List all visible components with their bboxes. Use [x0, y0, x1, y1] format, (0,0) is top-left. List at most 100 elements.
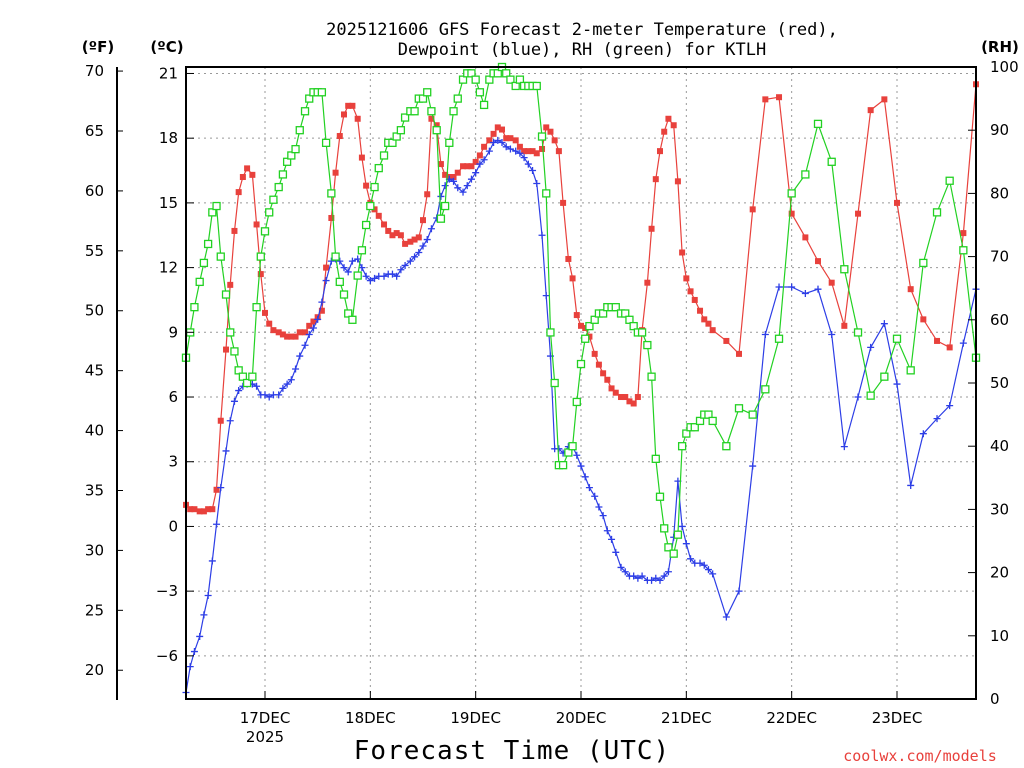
dewpoint-point — [292, 365, 300, 373]
dewpoint-point — [664, 568, 672, 576]
temperature-point — [841, 322, 848, 329]
rh-point — [357, 246, 367, 255]
rh-point — [621, 309, 630, 318]
dewpoint-point — [709, 570, 717, 578]
temperature-point — [665, 115, 672, 122]
celsius-tick-label: −6 — [156, 647, 178, 665]
rh-point — [199, 258, 209, 268]
temperature-point — [691, 296, 698, 303]
plot-frame — [185, 66, 977, 700]
rh-point — [590, 315, 599, 324]
dewpoint-point — [933, 415, 941, 423]
celsius-tick-label: 6 — [168, 388, 178, 406]
dewpoint-point — [208, 557, 216, 565]
dewpoint-point — [261, 391, 269, 399]
rh-point — [568, 442, 577, 451]
temperature-point — [701, 316, 708, 323]
rh-point — [479, 100, 489, 110]
rh-point — [572, 397, 581, 407]
rh-point — [269, 195, 278, 204]
dewpoint-point — [340, 264, 348, 272]
rh-point — [234, 366, 243, 375]
temperature-point — [415, 234, 422, 241]
rh-point — [256, 252, 265, 261]
temperature-point — [894, 199, 900, 206]
rh-point — [840, 265, 849, 274]
rh-point — [436, 214, 446, 223]
rh-point — [932, 208, 942, 217]
dewpoint-point — [265, 393, 273, 401]
dewpoint-point — [296, 352, 304, 360]
temperature-point — [266, 320, 273, 327]
dewpoint-point — [393, 272, 401, 280]
temperature-point — [424, 191, 431, 198]
rh-point — [252, 303, 261, 312]
rh-point — [432, 126, 441, 135]
temperature-point — [442, 171, 449, 178]
rh-point — [611, 303, 620, 312]
dewpoint-point — [301, 341, 309, 349]
temperature-point — [288, 333, 295, 340]
temperature-point — [279, 331, 286, 338]
rh-point — [203, 239, 213, 249]
grid — [186, 67, 976, 699]
rh-point — [677, 442, 687, 451]
rh-point — [418, 94, 428, 103]
fahrenheit-tick-label: 25 — [85, 601, 104, 619]
rh-point — [449, 107, 458, 116]
rh-point — [396, 126, 406, 135]
celsius-tick-label: −3 — [156, 582, 178, 600]
x-tick-label: 18DEC — [345, 709, 396, 727]
temperature-point — [591, 350, 598, 357]
dewpoint-point — [459, 188, 467, 196]
rh-point — [388, 138, 397, 147]
rh-point — [374, 163, 383, 173]
temperature-point — [393, 230, 400, 237]
rh-point — [695, 416, 705, 426]
credit-text: coolwx.com/models — [843, 747, 997, 765]
x-tick-label: 23DEC — [872, 709, 923, 727]
temperature-point — [644, 279, 651, 286]
temperature-point — [604, 376, 611, 383]
celsius-tick-label: 18 — [159, 129, 178, 147]
temperature-point — [565, 255, 572, 262]
dewpoint-point — [687, 555, 695, 563]
dewpoint-point — [186, 663, 194, 671]
dewpoint-point — [520, 154, 528, 162]
dewpoint-point — [200, 611, 208, 619]
temperature-point — [450, 174, 457, 181]
dewpoint-point — [502, 143, 510, 151]
x-axis-label: Forecast Time (UTC) — [354, 736, 670, 766]
dewpoint-point — [423, 236, 431, 244]
dewpoint-point — [305, 330, 313, 338]
temperature-point — [529, 148, 536, 155]
dewpoint-point — [506, 145, 514, 153]
dewpoint-point — [498, 138, 506, 146]
dewpoint-point — [621, 568, 629, 576]
rh-point — [669, 549, 678, 558]
rh-point — [467, 69, 476, 78]
temperature-point — [481, 143, 488, 150]
temperature-point — [284, 333, 291, 340]
dewpoint-point — [529, 167, 537, 175]
temperature-point — [389, 232, 396, 239]
temperature-point — [205, 506, 212, 513]
temperature-point — [433, 122, 440, 129]
chart-title: 2025121606 GFS Forecast 2-meter Temperat… — [326, 20, 838, 40]
x-tick-label: 20DEC — [556, 709, 607, 727]
temperature-point — [323, 264, 330, 271]
temperature-point — [815, 258, 821, 265]
dewpoint-point — [749, 462, 757, 470]
temperature-point — [802, 234, 809, 241]
dewpoint-point — [196, 632, 204, 640]
celsius-tick-label: 12 — [159, 259, 178, 277]
dewpoint-point — [919, 430, 927, 438]
temperature-point — [407, 238, 414, 245]
rh-point — [532, 81, 541, 91]
rh-point — [558, 461, 568, 470]
temperature-point — [670, 122, 677, 129]
rh-point — [361, 220, 371, 230]
rh-point — [327, 189, 336, 198]
rh-point — [475, 88, 485, 97]
